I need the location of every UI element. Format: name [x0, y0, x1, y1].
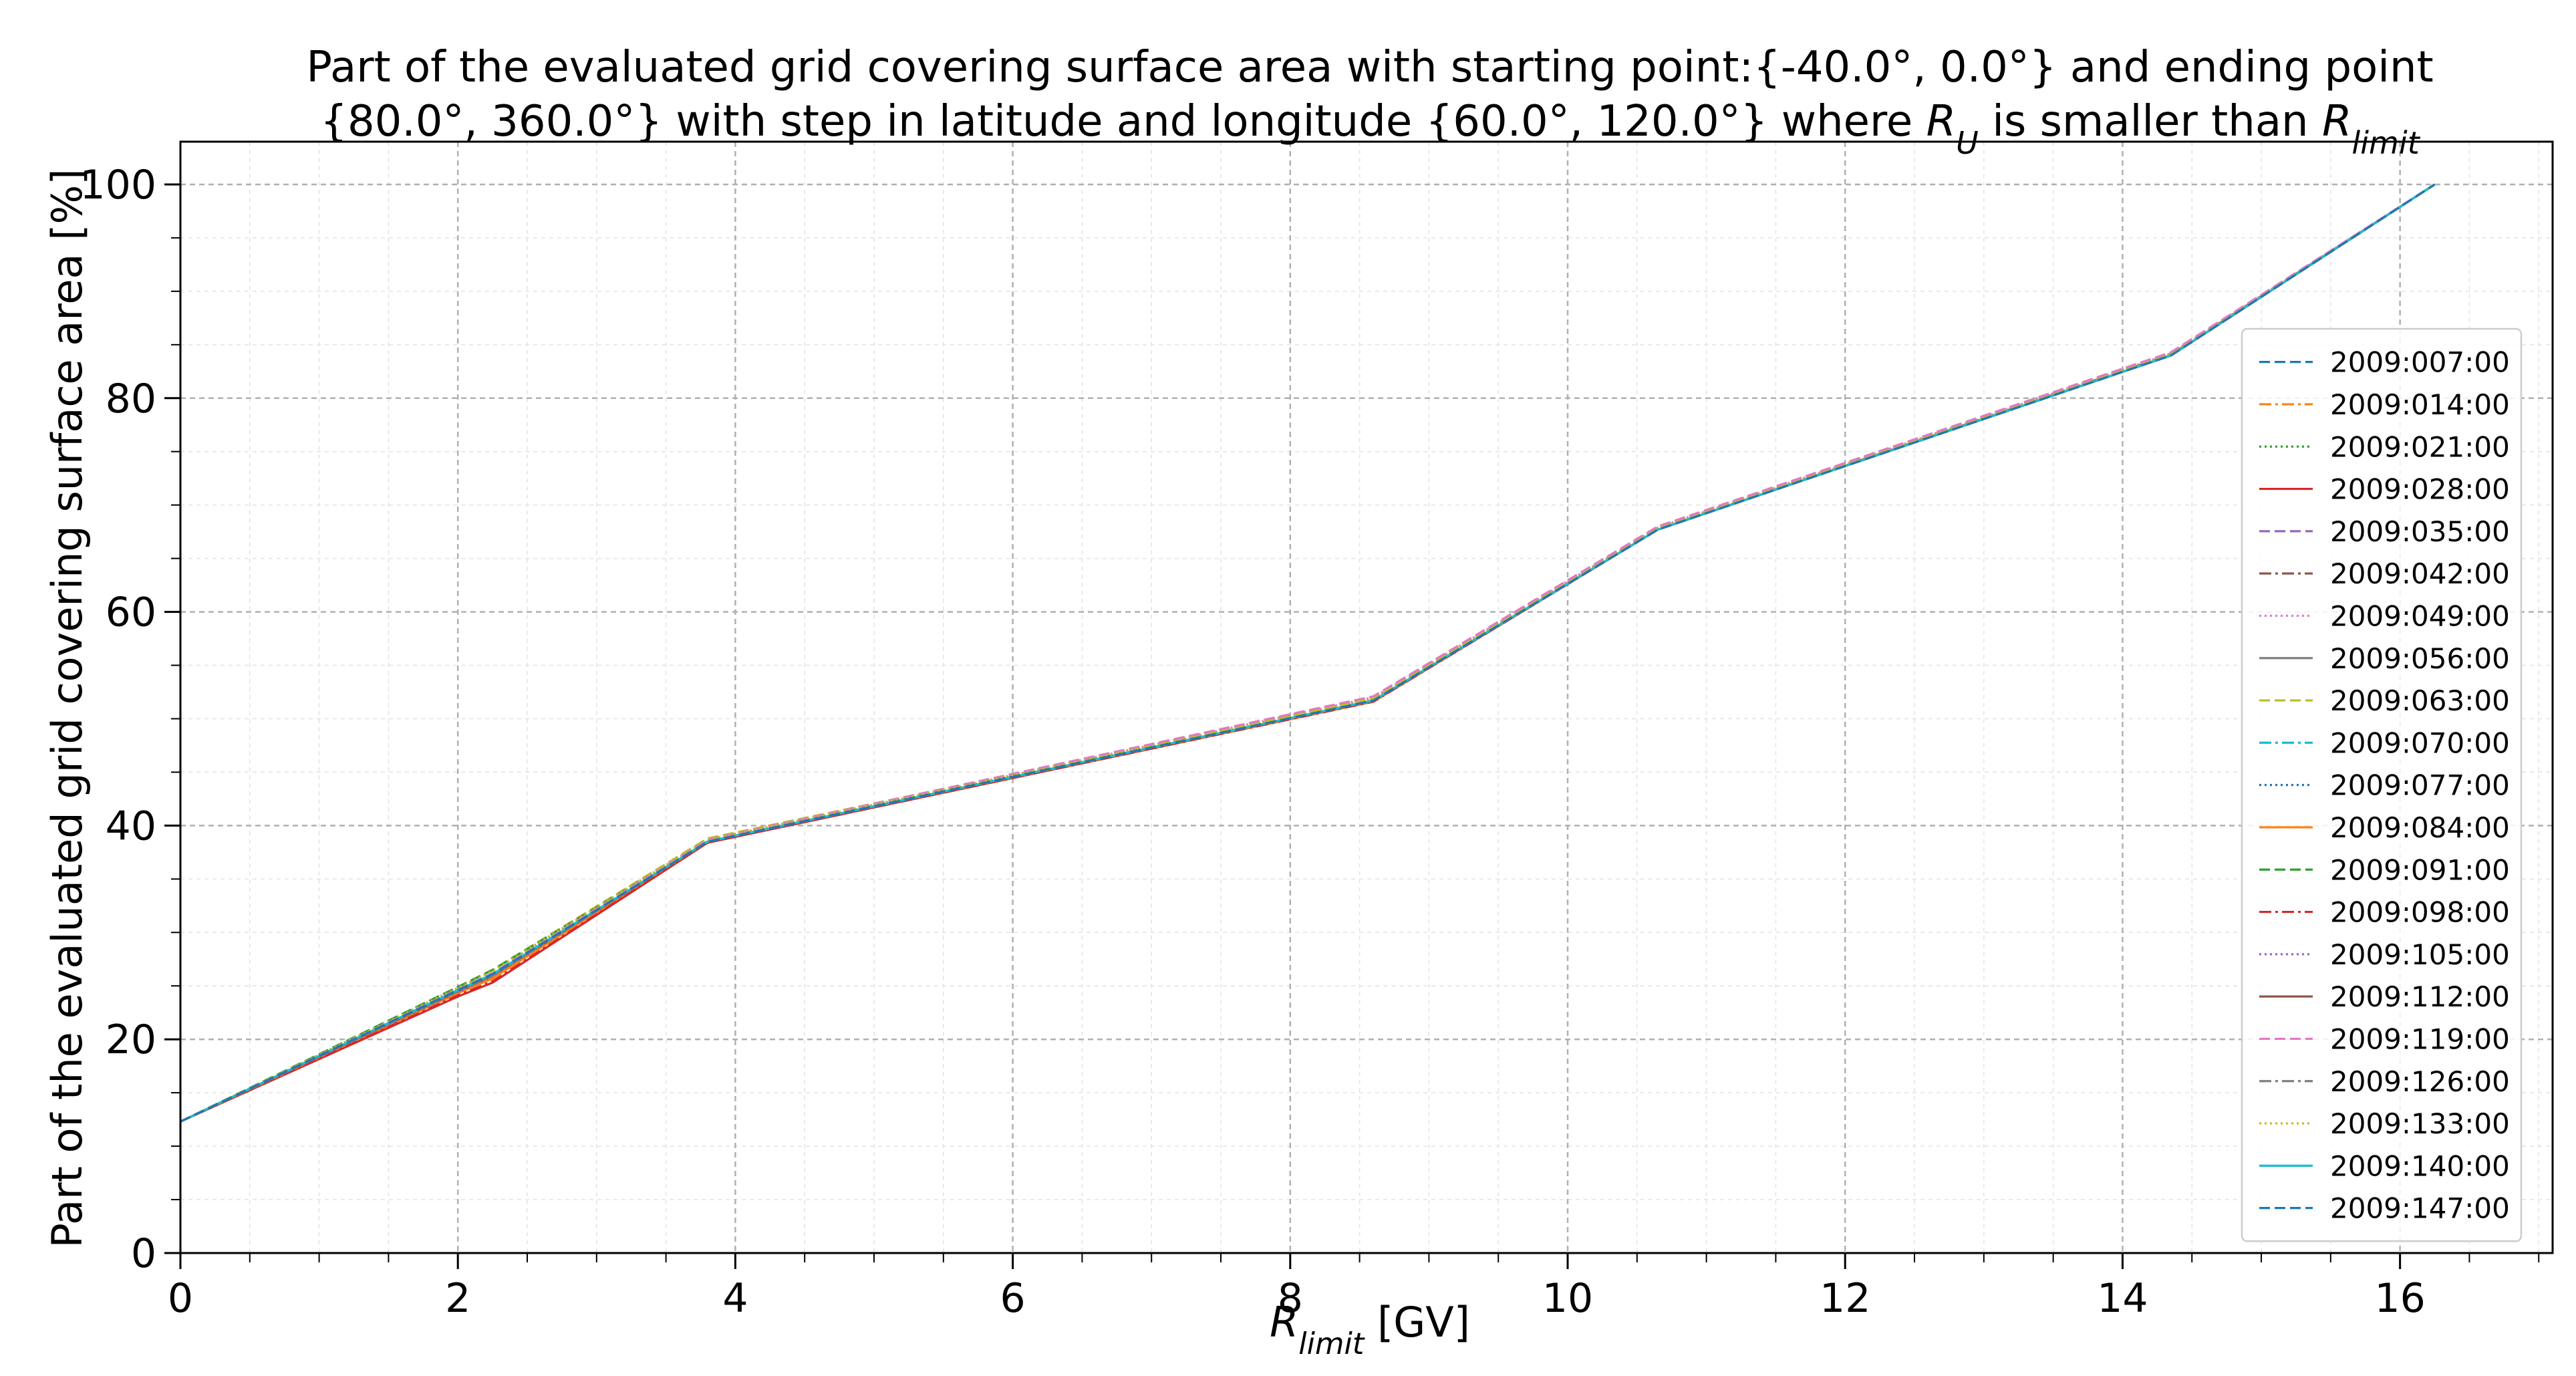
y-tick-label: 20 [106, 1016, 156, 1063]
legend-label: 2009:119:00 [2330, 1022, 2510, 1055]
legend-label: 2009:049:00 [2330, 599, 2510, 632]
series-line-2009-112-00 [180, 183, 2436, 1123]
series-line-2009-091-00 [180, 183, 2436, 1123]
series-line-2009-021-00 [180, 183, 2436, 1123]
legend-label: 2009:070:00 [2330, 726, 2510, 759]
series-line-2009-070-00 [180, 183, 2436, 1123]
series-line-2009-098-00 [180, 183, 2436, 1123]
tick-labels: 0 2 4 6 8 10 12 14 16 0 20 40 60 80 100 [80, 162, 2425, 1322]
series-line-2009-133-00 [180, 183, 2436, 1123]
legend-label: 2009:042:00 [2330, 557, 2510, 590]
series-line-2009-077-00 [180, 183, 2436, 1123]
y-tick-label: 0 [131, 1230, 156, 1277]
y-tick-label: 60 [106, 589, 156, 636]
series-line-2009-007-00 [180, 183, 2436, 1123]
legend-label: 2009:035:00 [2330, 515, 2510, 548]
x-tick-label: 8 [1278, 1275, 1303, 1322]
legend-box [2241, 327, 2523, 1242]
y-tick-label: 100 [80, 162, 156, 209]
legend: 2009:007:00 2009:014:00 2009:021:00 2009:02… [2241, 327, 2523, 1242]
legend-label: 2009:140:00 [2330, 1149, 2510, 1182]
chart-title-line-2: {80.0°, 360.0°} with step in latitude an… [320, 97, 2420, 161]
legend-label: 2009:007:00 [2330, 346, 2510, 379]
series-line-2009-140-00 [180, 183, 2436, 1123]
legend-label: 2009:091:00 [2330, 853, 2510, 886]
x-tick-label: 6 [1000, 1275, 1026, 1322]
legend-label: 2009:028:00 [2330, 473, 2510, 506]
legend-label: 2009:084:00 [2330, 811, 2510, 844]
legend-label: 2009:021:00 [2330, 430, 2510, 463]
legend-label: 2009:126:00 [2330, 1065, 2510, 1098]
axes-frame [179, 140, 2554, 1254]
legend-label: 2009:014:00 [2330, 388, 2510, 421]
legend-label: 2009:056:00 [2330, 642, 2510, 675]
series-line-2009-049-00 [180, 183, 2436, 1123]
legend-label: 2009:098:00 [2330, 896, 2510, 929]
x-axis-label: Rlimit [GV] [1270, 1298, 1470, 1361]
legend-label: 2009:112:00 [2330, 980, 2510, 1013]
series-line-2009-119-00 [180, 183, 2436, 1123]
series-line-2009-056-00 [180, 183, 2436, 1123]
legend-label: 2009:105:00 [2330, 938, 2510, 971]
series-lines [180, 183, 2436, 1123]
series-line-2009-105-00 [180, 183, 2436, 1123]
minor-gridlines [180, 142, 2553, 1253]
legend-label: 2009:147:00 [2330, 1192, 2510, 1225]
x-tick-label: 10 [1542, 1275, 1593, 1322]
legend-label: 2009:077:00 [2330, 769, 2510, 802]
major-gridlines [179, 142, 2553, 1254]
series-line-2009-084-00 [180, 183, 2436, 1123]
x-tick-label: 14 [2097, 1275, 2148, 1322]
series-line-2009-014-00 [180, 183, 2436, 1123]
x-tick-label: 16 [2374, 1275, 2425, 1322]
axis-ticks [164, 183, 2540, 1269]
x-tick-label: 4 [722, 1275, 748, 1322]
legend-items: 2009:007:00 2009:014:00 2009:021:00 2009:02… [2259, 346, 2510, 1225]
series-line-2009-028-00 [180, 183, 2436, 1123]
y-tick-label: 40 [106, 803, 156, 849]
x-tick-label: 2 [445, 1275, 470, 1322]
x-tick-label: 12 [1820, 1275, 1870, 1322]
series-line-2009-126-00 [180, 183, 2436, 1123]
series-line-2009-147-00 [180, 183, 2436, 1123]
series-line-2009-042-00 [180, 183, 2436, 1123]
series-line-2009-035-00 [180, 183, 2436, 1123]
x-tick-label: 0 [168, 1275, 193, 1322]
y-tick-label: 80 [106, 376, 156, 422]
chart-title-line-1: Part of the evaluated grid covering surf… [306, 43, 2433, 92]
series-line-2009-063-00 [180, 183, 2436, 1123]
legend-label: 2009:133:00 [2330, 1107, 2510, 1140]
y-axis-label: Part of the evaluated grid covering surf… [43, 168, 92, 1248]
legend-label: 2009:063:00 [2330, 684, 2510, 717]
